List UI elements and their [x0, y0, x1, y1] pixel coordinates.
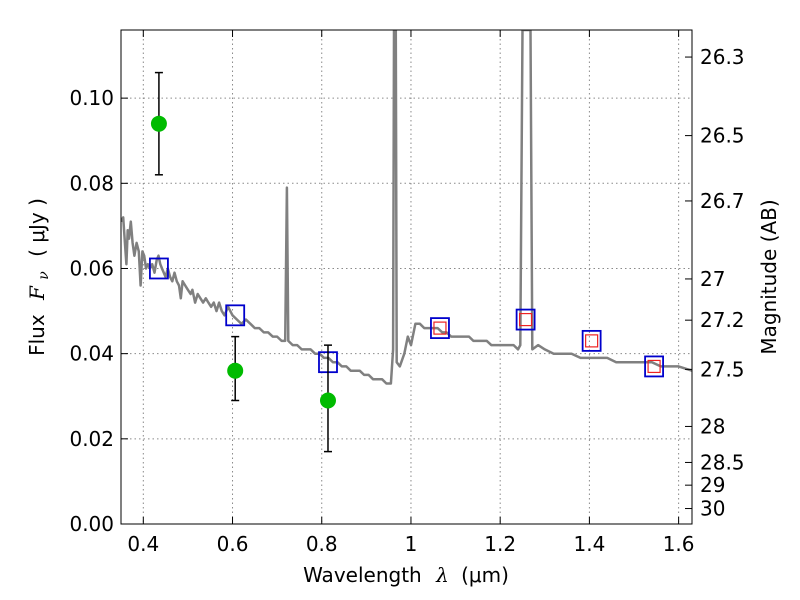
y2-tick-label: 28.5 [700, 450, 745, 474]
model-spectrum-layer [121, 30, 692, 385]
observed-point [319, 392, 336, 409]
model-band-marker-inner [519, 312, 533, 327]
y-axis-label-subscript: ν [36, 271, 52, 280]
y2-tick-label: 28 [700, 414, 725, 438]
model-band-marker [581, 329, 602, 352]
y2-tick-label: 30 [700, 497, 725, 521]
y2-tick-label: 27.2 [700, 308, 745, 332]
x-tick-label: 1.4 [573, 532, 605, 556]
y-tick-label: 0.10 [69, 86, 114, 110]
model-band-marker [515, 308, 536, 331]
x-tick-label: 1 [405, 532, 418, 556]
y-tick-label: 0.02 [69, 427, 114, 451]
model-band-marker-inner [585, 334, 599, 348]
y-tick-label: 0.06 [69, 256, 114, 280]
plot-frame [120, 29, 693, 525]
model-spectrum-line [121, 30, 692, 385]
x-tick-label: 1.2 [484, 532, 516, 556]
x-tick-label: 1.6 [663, 532, 695, 556]
y2-tick-label: 26.7 [700, 189, 745, 213]
x-tick-label: 0.6 [217, 532, 249, 556]
x-axis-label: Wavelength λ (μm) [303, 563, 509, 587]
model-band-marker [430, 317, 450, 340]
y2-axis-label: Magnitude (AB) [757, 199, 781, 354]
x-tick-label: 0.4 [127, 532, 159, 556]
ticks-layer: 0.4 0.6 0.8 1 1.2 1.4 1.6 0.00 0.02 0.04 0.06 0.08 0… [69, 30, 745, 556]
model-band-marker [644, 355, 664, 378]
x-axis-label-text: Wavelength [303, 563, 422, 587]
y2-tick-label: 26.3 [700, 45, 745, 69]
model-band-marker-inner [433, 321, 447, 335]
x-axis-label-symbol: λ [435, 563, 449, 587]
y2-tick-label: 27.5 [700, 357, 745, 381]
y-axis-label-unit: ( μJy ) [25, 198, 49, 257]
model-band-marker [149, 257, 169, 280]
markers-layer [149, 71, 664, 453]
y-axis-label: Flux F ν ( μJy ) [25, 198, 53, 356]
y-axis-label-symbol: F [25, 285, 49, 301]
model-band-marker [225, 304, 246, 327]
observed-point [150, 115, 167, 132]
y-tick-label: 0.04 [69, 342, 114, 366]
y2-tick-label: 29 [700, 473, 725, 497]
y-axis-label-text: Flux [25, 314, 49, 356]
y-tick-label: 0.00 [69, 512, 114, 536]
model-band-marker-inner [647, 359, 661, 374]
x-tick-label: 0.8 [306, 532, 338, 556]
y2-tick-label: 27 [700, 267, 725, 291]
y-tick-label: 0.08 [69, 171, 114, 195]
y2-tick-label: 26.5 [700, 124, 745, 148]
observed-point [227, 362, 244, 379]
x-axis-label-unit: (μm) [461, 563, 509, 587]
